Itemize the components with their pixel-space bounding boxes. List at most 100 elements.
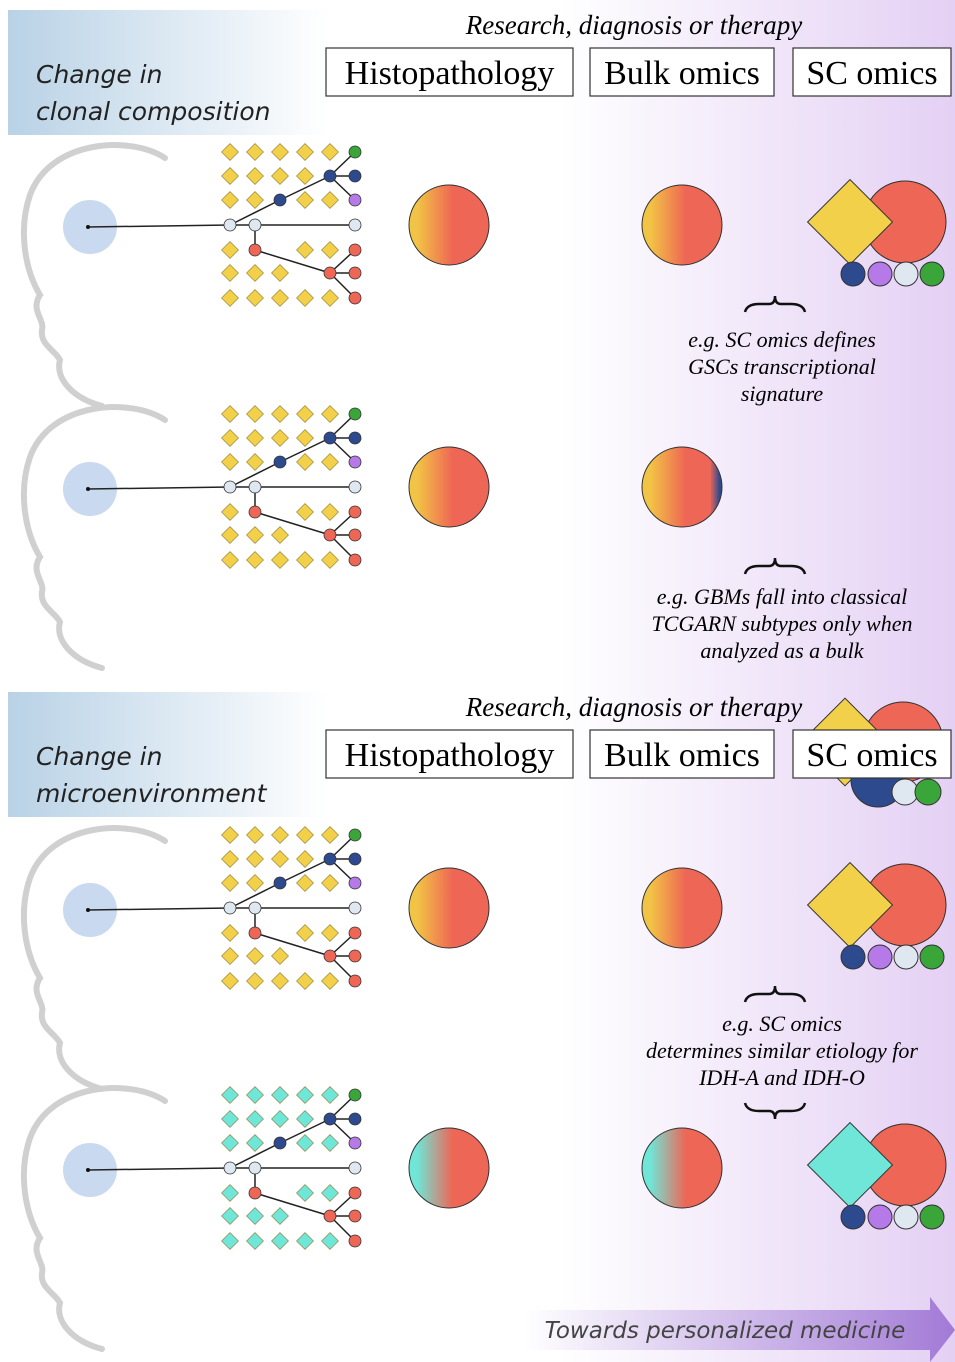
cell-diamond (296, 874, 314, 892)
clone-node (323, 431, 337, 445)
head-outline (20, 825, 168, 1092)
clone-node (348, 974, 362, 988)
sc-cluster (919, 944, 945, 970)
bulk-sample (641, 1127, 723, 1209)
sc-cluster (893, 944, 919, 970)
cell-diamond (321, 1086, 339, 1104)
cell-diamond (246, 405, 264, 423)
cell-diamond (296, 503, 314, 521)
cell-diamond (246, 1086, 264, 1104)
clone-node (348, 480, 362, 494)
cell-diamond (296, 405, 314, 423)
cell-diamond (296, 924, 314, 942)
bulk-sample (641, 446, 723, 528)
cell-diamond (221, 241, 239, 259)
clone-node (348, 505, 362, 519)
bulk-sample (641, 184, 723, 266)
cell-diamond (296, 241, 314, 259)
column-title: SC omics (806, 737, 937, 774)
tree-edge (229, 199, 281, 226)
sc-cluster (919, 1204, 945, 1230)
clone-node (348, 949, 362, 963)
clone-node (223, 480, 237, 494)
tree-edge (229, 1142, 281, 1169)
cell-diamond (221, 289, 239, 307)
cell-diamond (221, 924, 239, 942)
cell-diamond (221, 850, 239, 868)
clone-node (248, 505, 262, 519)
sc-cluster (893, 1204, 919, 1230)
brace (743, 295, 807, 313)
cell-diamond (271, 289, 289, 307)
clone-node (348, 1186, 362, 1200)
cell-diamond (296, 1134, 314, 1152)
clone-node (248, 926, 262, 940)
cell-diamond (321, 143, 339, 161)
cell-diamond (296, 453, 314, 471)
column-title: Bulk omics (604, 737, 760, 774)
histopathology-sample (408, 867, 490, 949)
cell-diamond (246, 826, 264, 844)
tumor-dot (86, 908, 90, 912)
clone-node (348, 1234, 362, 1248)
annotation: signature (741, 381, 824, 406)
clone-node (323, 169, 337, 183)
clone-node (273, 455, 287, 469)
cell-diamond (246, 972, 264, 990)
cell-diamond (246, 453, 264, 471)
head-outline (20, 142, 168, 409)
clone-node (248, 1161, 262, 1175)
annotation: GSCs transcriptional (688, 354, 876, 379)
clone-node (348, 926, 362, 940)
cell-diamond (296, 429, 314, 447)
tree-edge (87, 224, 231, 228)
cell-diamond (221, 1086, 239, 1104)
clone-node (323, 1209, 337, 1223)
cell-diamond (246, 1207, 264, 1225)
tree-edge (279, 1118, 331, 1144)
cell-diamond (246, 526, 264, 544)
cell-diamond (246, 429, 264, 447)
cell-diamond (221, 429, 239, 447)
sc-cluster (893, 261, 919, 287)
clone-node (273, 876, 287, 890)
cell-diamond (246, 1110, 264, 1128)
tumor-dot (86, 1168, 90, 1172)
annotation: e.g. SC omics defines (688, 327, 876, 352)
cell-diamond (246, 1232, 264, 1250)
clone-node (248, 243, 262, 257)
clone-node (248, 1186, 262, 1200)
cell-diamond (296, 167, 314, 185)
cell-diamond (271, 264, 289, 282)
histopathology-sample (408, 1127, 490, 1209)
cell-diamond (271, 1086, 289, 1104)
clone-node (348, 1112, 362, 1126)
column-title: Histopathology (345, 737, 555, 774)
cell-diamond (321, 241, 339, 259)
column-title: Bulk omics (604, 55, 760, 92)
cell-diamond (246, 1134, 264, 1152)
cell-diamond (271, 405, 289, 423)
cell-diamond (221, 503, 239, 521)
brace (743, 985, 807, 1003)
section-label: Change in (36, 742, 162, 771)
clone-node (348, 291, 362, 305)
head-outline (20, 1085, 168, 1352)
clone-node (348, 553, 362, 567)
clone-node (248, 480, 262, 494)
cell-diamond (321, 405, 339, 423)
tumor-dot (86, 225, 90, 229)
clone-node (323, 852, 337, 866)
cell-diamond (221, 1232, 239, 1250)
section-header: Research, diagnosis or therapy (465, 10, 802, 40)
section-header: Research, diagnosis or therapy (465, 692, 802, 722)
annotation: e.g. GBMs fall into classical (657, 584, 908, 609)
tumor-panel (20, 825, 947, 1092)
clone-node (348, 243, 362, 257)
cell-diamond (246, 850, 264, 868)
clone-node (348, 455, 362, 469)
sc-cluster (806, 178, 894, 266)
column-box (792, 729, 952, 779)
clone-node (348, 1209, 362, 1223)
tumor-panel (20, 142, 947, 409)
